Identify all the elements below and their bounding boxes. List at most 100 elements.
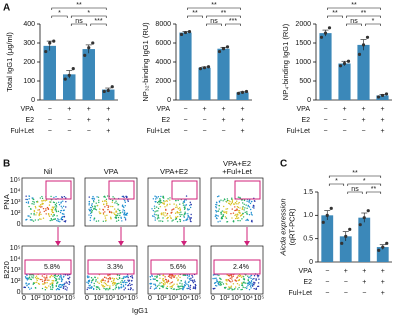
flow-event [188, 287, 190, 290]
flow-event [108, 287, 111, 290]
flow-event [105, 284, 108, 286]
flow-event [41, 197, 44, 200]
y-tick-label: 200 [23, 59, 35, 66]
flow-event [127, 276, 129, 279]
gate-arrow-head [118, 241, 124, 246]
flow-event [53, 218, 55, 221]
flow-event [46, 206, 49, 209]
flow-event [93, 282, 95, 285]
flow-event [161, 202, 164, 204]
flow-event [154, 287, 157, 289]
flow-event [155, 198, 157, 200]
gate-percent: 2.4% [233, 264, 249, 271]
flow-event [216, 210, 218, 213]
flow-event [25, 282, 27, 284]
flow-event [173, 275, 175, 277]
flow-event [66, 282, 68, 284]
flow-event [123, 209, 126, 212]
treatment-sign: − [342, 117, 346, 124]
treatment-sign: + [87, 106, 91, 113]
flow-event [96, 196, 98, 198]
flow-event [225, 217, 228, 219]
significance-bracket [90, 23, 107, 26]
flow-tick-label: 0 [22, 295, 26, 302]
treatment-name: E2 [301, 117, 310, 124]
flow-event [106, 287, 108, 290]
flow-event [90, 204, 93, 207]
gate [171, 180, 198, 200]
data-point [340, 241, 344, 245]
significance-label: ** [211, 2, 217, 9]
flow-event [241, 288, 243, 291]
flow-event [179, 285, 181, 288]
flow-event [124, 217, 127, 219]
bar [217, 48, 230, 100]
treatment-sign: + [362, 279, 366, 286]
flow-event [254, 200, 256, 202]
flow-event [101, 285, 104, 287]
flow-event [236, 205, 239, 208]
flow-event [249, 208, 252, 211]
flow-event [186, 218, 188, 220]
flow-event [181, 288, 184, 290]
flow-event [162, 217, 164, 219]
flow-event [108, 278, 110, 280]
flow-event [127, 284, 130, 286]
data-point [198, 67, 203, 71]
flow-event [237, 288, 239, 290]
flow-event [54, 208, 57, 210]
flow-event [169, 203, 171, 205]
flow-event [237, 217, 240, 219]
flow-event [231, 289, 233, 291]
flow-event [175, 204, 178, 206]
flow-event [41, 283, 44, 285]
flow-axis-title: PNA [2, 194, 11, 209]
flow-event [191, 274, 193, 277]
flow-event [52, 275, 54, 278]
flow-event [239, 197, 241, 199]
treatment-name: E2 [303, 279, 312, 286]
flow-event [122, 209, 124, 211]
significance-label: * [335, 178, 338, 185]
treatment-sign: + [362, 268, 366, 275]
flow-event [104, 276, 106, 278]
flow-event [51, 206, 54, 208]
flow-event [224, 216, 227, 218]
flow-event [228, 202, 230, 205]
flow-event [226, 199, 229, 202]
flow-event [186, 287, 188, 290]
flow-event [177, 212, 179, 214]
flow-event [28, 215, 30, 217]
flow-event [56, 275, 58, 278]
flow-event [218, 200, 221, 202]
flow-event [43, 283, 45, 285]
flow-event [183, 286, 185, 289]
treatment-sign: − [323, 106, 327, 113]
flow-event [49, 283, 51, 285]
flow-event [119, 209, 121, 212]
flow-event [225, 279, 227, 282]
flow-event [46, 277, 48, 279]
flow-event [228, 280, 231, 282]
flow-event [190, 279, 192, 282]
flow-event [158, 201, 160, 203]
flow-event [218, 195, 220, 197]
data-point [323, 31, 328, 35]
y-tick-label: 0 [307, 97, 311, 104]
flow-event [177, 286, 179, 288]
flow-event [170, 212, 172, 214]
flow-event [227, 288, 229, 290]
flow-event [156, 280, 158, 282]
flow-event [115, 211, 117, 213]
data-point [179, 32, 184, 37]
flow-event [38, 283, 41, 285]
flow-event [28, 198, 30, 200]
flow-event [121, 204, 124, 206]
gate [108, 180, 135, 200]
flow-tick-label: 10⁴ [53, 295, 64, 302]
flow-event [222, 214, 225, 216]
flow-event [174, 212, 177, 214]
flow-event [179, 282, 181, 284]
flow-event [183, 215, 185, 217]
flow-event [167, 198, 169, 200]
